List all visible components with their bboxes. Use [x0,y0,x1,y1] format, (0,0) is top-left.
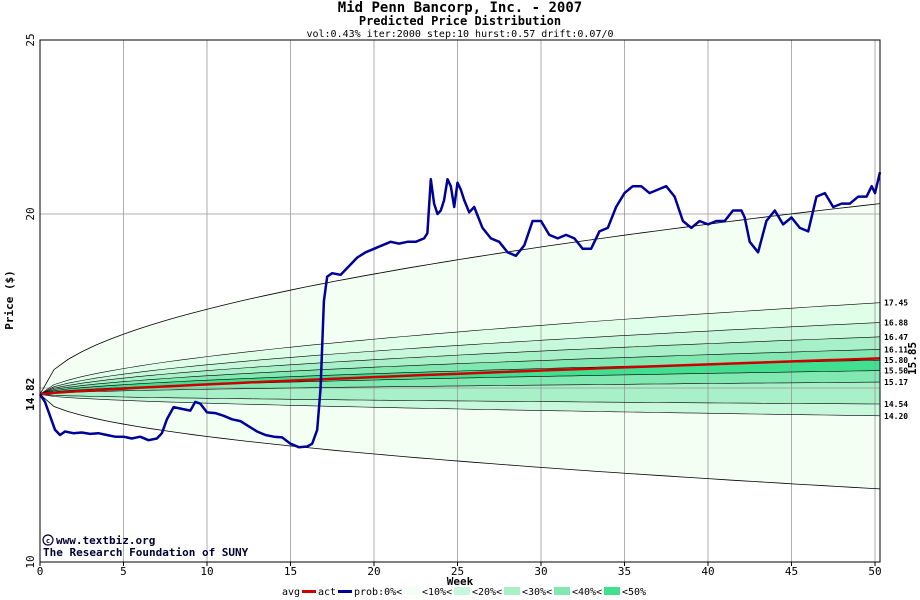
legend-avg-label: avg [282,587,300,598]
x-tick-label-6: 30 [534,565,547,578]
percentile-label-0: 17.45 [884,299,908,308]
legend-act-swatch [338,590,352,593]
copyright-icon-glyph: c [46,537,50,545]
band-0 [40,302,880,395]
band-1 [40,322,880,395]
band-3 [40,349,880,395]
percentile-label-6: 15.17 [884,378,908,387]
x-tick-label-4: 20 [367,565,380,578]
percentile-label-1: 16.88 [884,319,908,328]
chart-params: vol:0.43% iter:2000 step:10 hurst:0.57 d… [306,29,613,40]
percentile-label-3: 16.11 [884,345,908,354]
x-tick-label-3: 15 [284,565,297,578]
percentile-label-8: 14.20 [884,412,908,421]
legend-b50-label: <50% [622,587,646,598]
legend-band-30-swatch [554,587,570,595]
y-tick-label-1: 20 [24,207,37,220]
legend-b10-label: <10%< [422,587,452,598]
band-4 [40,360,880,395]
x-tick-label-0: 0 [37,565,44,578]
x-tick-label-5: 25 [451,565,464,578]
chart-subtitle: Predicted Price Distribution [359,14,561,28]
percentile-label-7: 14.54 [884,400,908,409]
x-tick-label-1: 5 [120,565,127,578]
legend-avg-swatch [302,590,316,593]
legend-band-20-swatch [504,587,520,595]
legend-b30-label: <30%< [522,587,552,598]
percentile-label-5: 15.50 [884,367,908,376]
x-tick-label-8: 40 [701,565,714,578]
x-axis-label: Week [447,575,474,588]
percentile-line-6 [39,381,881,395]
percentile-line-1 [39,322,881,395]
legend-b20-label: <20%< [472,587,502,598]
x-tick-label-10: 50 [868,565,881,578]
x-tick-label-7: 35 [618,565,631,578]
legend: avg act prob:0%< <10%< <20%< <30%< <40%< <50% [282,587,646,598]
end-avg-label: 15.85 [906,342,919,375]
legend-b40-label: <40%< [572,587,602,598]
legend-act-label: act [318,587,336,598]
avg-line [39,357,881,396]
credit-site: www.textbiz.org [56,534,155,547]
band-7 [40,394,880,416]
x-tick-label-9: 45 [785,565,798,578]
percentile-line-2 [39,336,881,395]
y-axis-label: Price ($) [3,270,16,330]
plot-frame [39,39,881,563]
percentile-label-2: 16.47 [884,333,908,342]
y-tick-label-0: 10 [24,555,37,568]
start-price-label: 14.82 [24,378,37,411]
envelope-line-1 [39,393,881,490]
chart-title: Mid Penn Bancorp, Inc. - 2007 [338,0,582,16]
y-tick-label-2: 25 [24,33,37,46]
percentile-line-8 [39,394,881,417]
x-tick-label-2: 10 [200,565,213,578]
percentile-label-4: 15.80 [884,356,908,365]
actual-price-line [38,171,882,449]
credit: c www.textbiz.org The Research Foundatio… [42,534,249,559]
plot-area: 0 5 10 15 20 25 30 35 40 45 50 10 20 25 14.82 17.45 16.8… [24,33,919,578]
legend-band-10-swatch [454,587,470,595]
credit-org: The Research Foundation of SUNY [43,546,249,559]
band-2 [40,336,880,395]
percentile-line-3 [39,349,881,395]
legend-band-0-swatch [404,587,420,595]
legend-prob-label: prob:0%< [354,587,402,598]
legend-band-40-swatch [604,587,620,595]
envelope-line-0 [39,203,881,395]
copyright-icon [42,534,54,546]
percentile-line-0 [39,302,881,395]
percentile-line-7 [39,394,881,405]
